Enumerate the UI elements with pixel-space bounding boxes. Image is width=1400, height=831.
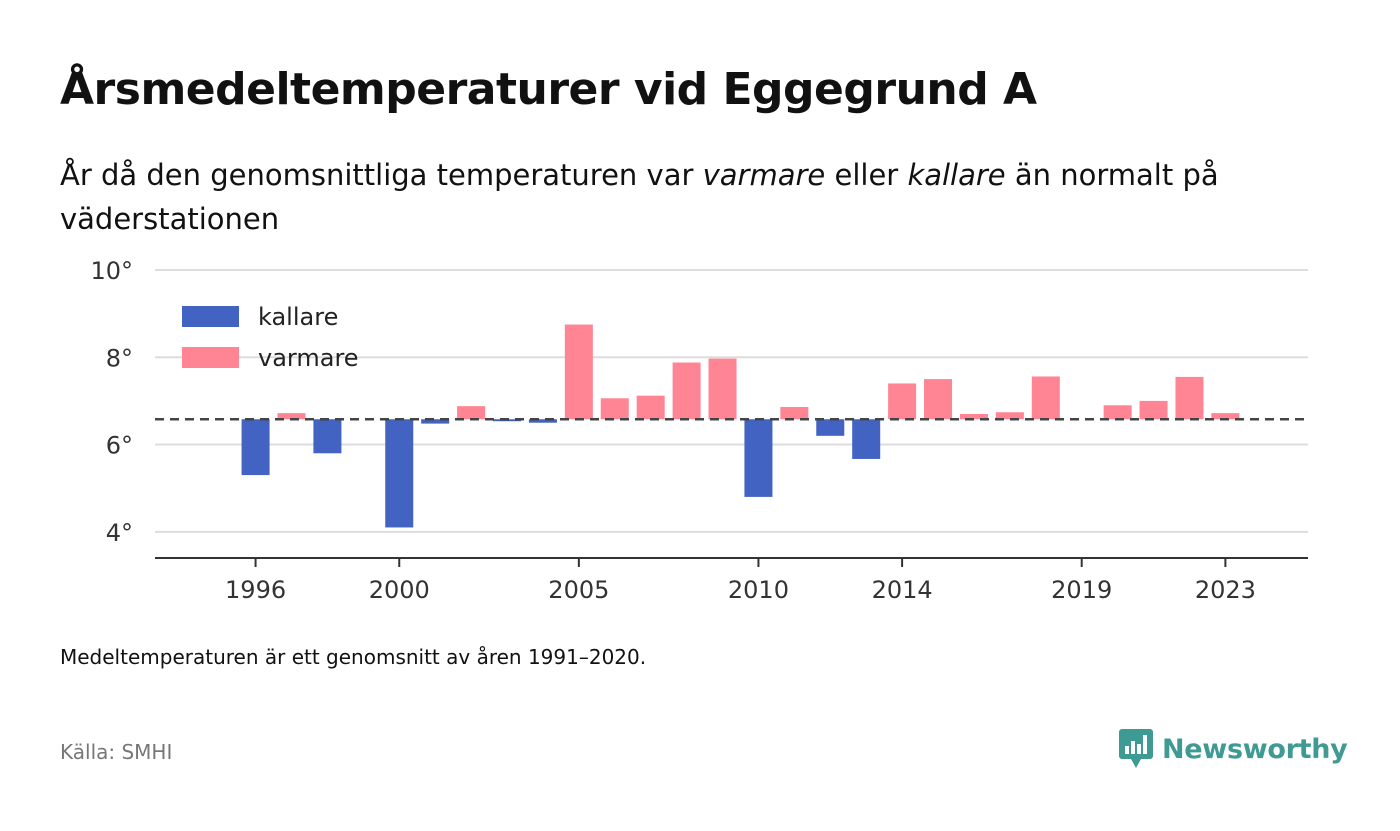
subtitle-text-2: eller	[825, 158, 908, 192]
footnote: Medeltemperaturen är ett genomsnitt av å…	[60, 645, 647, 669]
subtitle-emphasis-warmer: varmare	[702, 158, 826, 192]
bar-varmare	[708, 358, 737, 420]
bar-varmare	[1031, 376, 1060, 420]
y-tick-label: 6°	[106, 432, 133, 460]
bar-varmare	[1139, 400, 1168, 420]
x-tick-label: 2023	[1195, 576, 1256, 604]
bar-varmare	[277, 413, 306, 420]
bar-varmare	[457, 406, 486, 420]
bar-varmare	[780, 407, 809, 420]
bar-varmare	[1175, 376, 1204, 420]
bar-kallare	[241, 419, 270, 476]
source-credit: Källa: SMHI	[60, 740, 173, 764]
bar-kallare	[528, 419, 557, 423]
x-tick-label: 2014	[872, 576, 933, 604]
bar-kallare	[421, 419, 450, 424]
legend-swatch-varmare	[182, 347, 239, 368]
subtitle-text-1: År då den genomsnittliga temperaturen va…	[60, 158, 703, 192]
y-tick-label: 10°	[90, 257, 133, 285]
bar-varmare	[888, 383, 917, 420]
chart-title: Årsmedeltemperaturer vid Eggegrund A	[60, 64, 1037, 115]
subtitle-text-3: än normalt på väderstationen	[60, 158, 1219, 236]
legend-label-varmare: varmare	[258, 344, 359, 372]
y-tick-label: 8°	[106, 344, 133, 372]
bar-kallare	[385, 419, 414, 528]
subtitle-emphasis-colder: kallare	[907, 158, 1006, 192]
newsworthy-icon	[1119, 729, 1153, 768]
bar-varmare	[959, 414, 988, 420]
bar-kallare	[744, 419, 773, 497]
bar-varmare	[672, 362, 701, 420]
bar-varmare	[1103, 405, 1132, 420]
x-tick-label: 2000	[369, 576, 430, 604]
bar-kallare	[852, 419, 881, 459]
x-tick-label: 2005	[548, 576, 609, 604]
bar-kallare	[313, 419, 342, 454]
x-tick-label: 2010	[728, 576, 789, 604]
bar-varmare	[995, 412, 1024, 420]
bar-varmare	[564, 324, 593, 420]
chart-subtitle: År då den genomsnittliga temperaturen va…	[60, 153, 1330, 241]
legend-swatch-kallare	[182, 306, 239, 327]
bar-varmare	[924, 379, 953, 420]
brand-logo: Newsworthy	[1118, 726, 1348, 772]
x-tick-label: 1996	[225, 576, 286, 604]
y-tick-label: 4°	[106, 519, 133, 547]
bar-kallare	[816, 419, 845, 436]
bar-varmare	[600, 398, 629, 420]
bar-varmare	[636, 395, 665, 420]
brand-name: Newsworthy	[1162, 733, 1348, 765]
legend-label-kallare: kallare	[258, 303, 338, 331]
x-tick-label: 2019	[1051, 576, 1112, 604]
bar-varmare	[1211, 413, 1240, 420]
